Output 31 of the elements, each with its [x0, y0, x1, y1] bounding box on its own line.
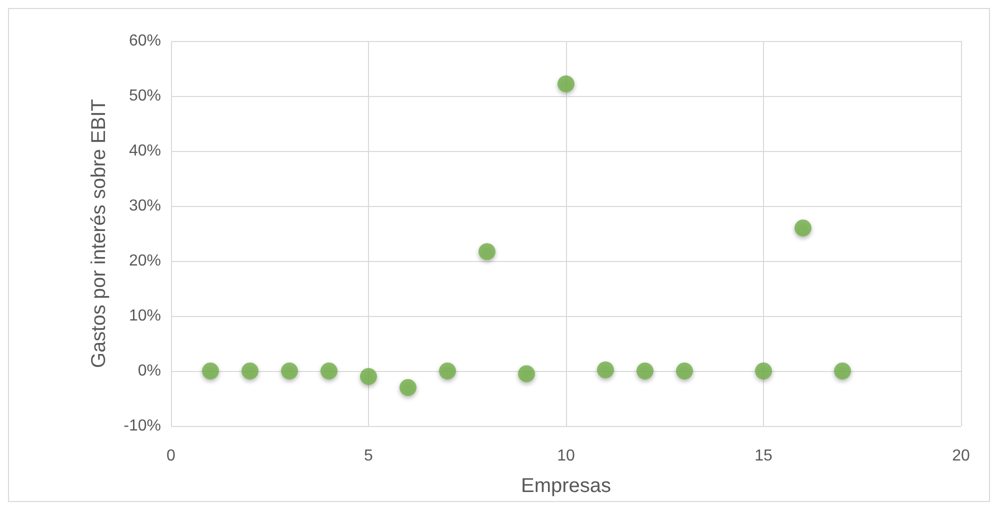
y-tick-label: 0%	[138, 362, 161, 380]
x-axis-title: Empresas	[520, 475, 612, 497]
x-tick-label: 0	[166, 448, 176, 464]
point	[597, 361, 614, 378]
point	[242, 362, 258, 380]
y-tick-label: 10%	[128, 308, 161, 324]
point	[558, 75, 574, 92]
x-tick-label: 5	[364, 448, 374, 464]
point	[202, 362, 219, 380]
point	[478, 243, 496, 260]
y-tick-label: 20%	[128, 252, 161, 270]
point	[834, 362, 851, 380]
x-tick-label: 10	[557, 448, 575, 464]
point	[755, 362, 772, 380]
point	[439, 362, 456, 380]
y-axis-title: Gastos por interés sobre EBIT	[88, 98, 110, 368]
point	[676, 362, 693, 380]
y-tick-label: 50%	[128, 88, 161, 104]
y-tick-label: 40%	[128, 142, 161, 160]
point	[400, 379, 416, 396]
point	[320, 362, 338, 380]
x-tick-label: 20	[952, 448, 970, 464]
y-tick-label: 30%	[128, 198, 161, 214]
y-tick-label: -10%	[124, 418, 161, 434]
point	[360, 368, 377, 385]
y-tick-label: 60%	[128, 32, 161, 50]
point	[281, 362, 298, 380]
x-tick-label: 15	[754, 448, 772, 464]
point	[636, 362, 654, 380]
point	[794, 220, 812, 236]
point	[518, 365, 535, 382]
